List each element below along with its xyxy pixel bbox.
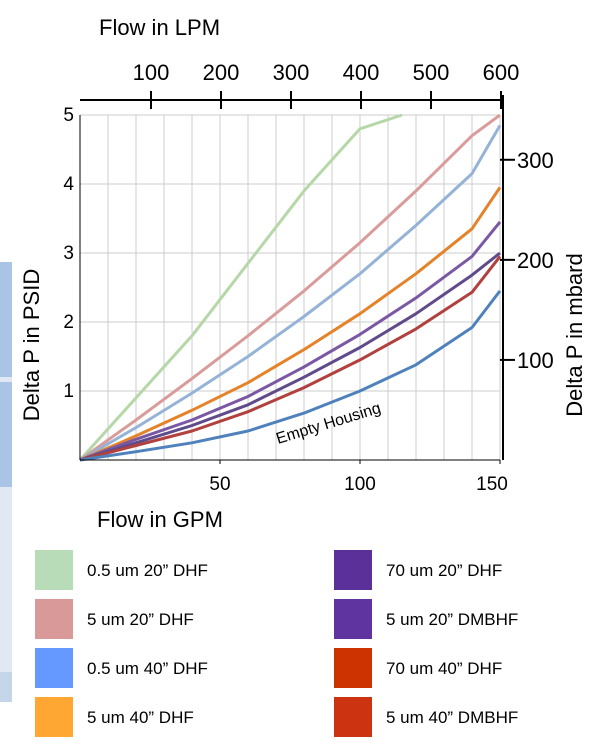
x-tick-label: 50	[209, 474, 230, 495]
series-line-4	[79, 186, 502, 462]
right-tick-label: 100	[517, 348, 554, 373]
right-axis-label: Delta P in mbard	[562, 253, 587, 416]
legend-item: 0.5 um 40” DHF	[35, 648, 285, 688]
y-tick-label: 4	[63, 174, 74, 195]
top-tick-label: 500	[413, 60, 450, 85]
legend-swatch	[334, 697, 372, 737]
legend-item: 5 um 20” DHF	[35, 599, 285, 639]
legend-item: 5 um 40” DMBHF	[334, 697, 584, 737]
left-strip-segment	[0, 382, 12, 487]
legend-label: 0.5 um 40” DHF	[87, 659, 208, 678]
legend-label: 70 um 20” DHF	[386, 561, 503, 580]
legend-item: 70 um 20” DHF	[334, 550, 584, 590]
legend-swatch	[334, 550, 372, 590]
x-tick-label: 150	[476, 474, 508, 495]
y-tick-label: 5	[63, 105, 74, 126]
legend-swatch	[35, 697, 73, 737]
x-axis-label: Flow in GPM	[97, 507, 223, 530]
ticks: 1 2 3 4 5 50 100 150 100 200 300 400 500 600 100 200 300	[63, 60, 553, 495]
series-line-8	[79, 289, 502, 462]
top-axis-label: Flow in LPM	[99, 15, 220, 40]
legend-swatch	[35, 648, 73, 688]
left-strip-segment	[0, 487, 12, 672]
chart: 1 2 3 4 5 50 100 150 100 200 300 400 500 600 100 200 300…	[19, 15, 587, 530]
top-tick-label: 600	[483, 60, 520, 85]
series-line-3	[79, 124, 502, 462]
legend-label: 5 um 20” DHF	[87, 610, 194, 629]
legend-label: 5 um 40” DHF	[87, 708, 194, 727]
legend-swatch	[35, 550, 73, 590]
series-line-2	[79, 113, 501, 462]
legend-label: 0.5 um 20” DHF	[87, 561, 208, 580]
legend-label: 70 um 40” DHF	[386, 659, 503, 678]
series-lines	[78, 113, 502, 462]
x-tick-label: 100	[344, 474, 376, 495]
legend-swatch	[334, 648, 372, 688]
series-line-5	[79, 220, 502, 462]
left-strip-segment	[0, 262, 12, 377]
left-strip-segment	[0, 377, 12, 382]
right-tick-label: 300	[517, 148, 554, 173]
legend-swatch	[35, 599, 73, 639]
legend-swatch	[334, 599, 372, 639]
legend-item: 70 um 40” DHF	[334, 648, 584, 688]
y-axis-label: Delta P in PSID	[19, 269, 44, 421]
series-line-7	[79, 255, 502, 462]
empty-housing-annotation: Empty Housing	[274, 400, 383, 448]
top-tick-label: 100	[133, 60, 170, 85]
left-edge-strip	[0, 262, 12, 702]
y-tick-label: 3	[63, 243, 74, 264]
axes	[79, 95, 504, 461]
series-line-1	[78, 113, 403, 462]
top-tick-label: 300	[273, 60, 310, 85]
y-tick-label: 1	[63, 381, 74, 402]
right-tick-label: 200	[517, 248, 554, 273]
legend-label: 5 um 40” DMBHF	[386, 708, 519, 727]
legend-label: 5 um 20” DMBHF	[386, 610, 519, 629]
y-tick-label: 2	[63, 312, 74, 333]
legend-item: 5 um 20” DMBHF	[334, 599, 584, 639]
top-tick-label: 400	[343, 60, 380, 85]
left-strip-segment	[0, 672, 12, 702]
series-line-6	[79, 251, 501, 462]
legend-item: 5 um 40” DHF	[35, 697, 285, 737]
legend-item: 0.5 um 20” DHF	[35, 550, 285, 590]
top-tick-label: 200	[203, 60, 240, 85]
grid-lines	[80, 114, 501, 460]
